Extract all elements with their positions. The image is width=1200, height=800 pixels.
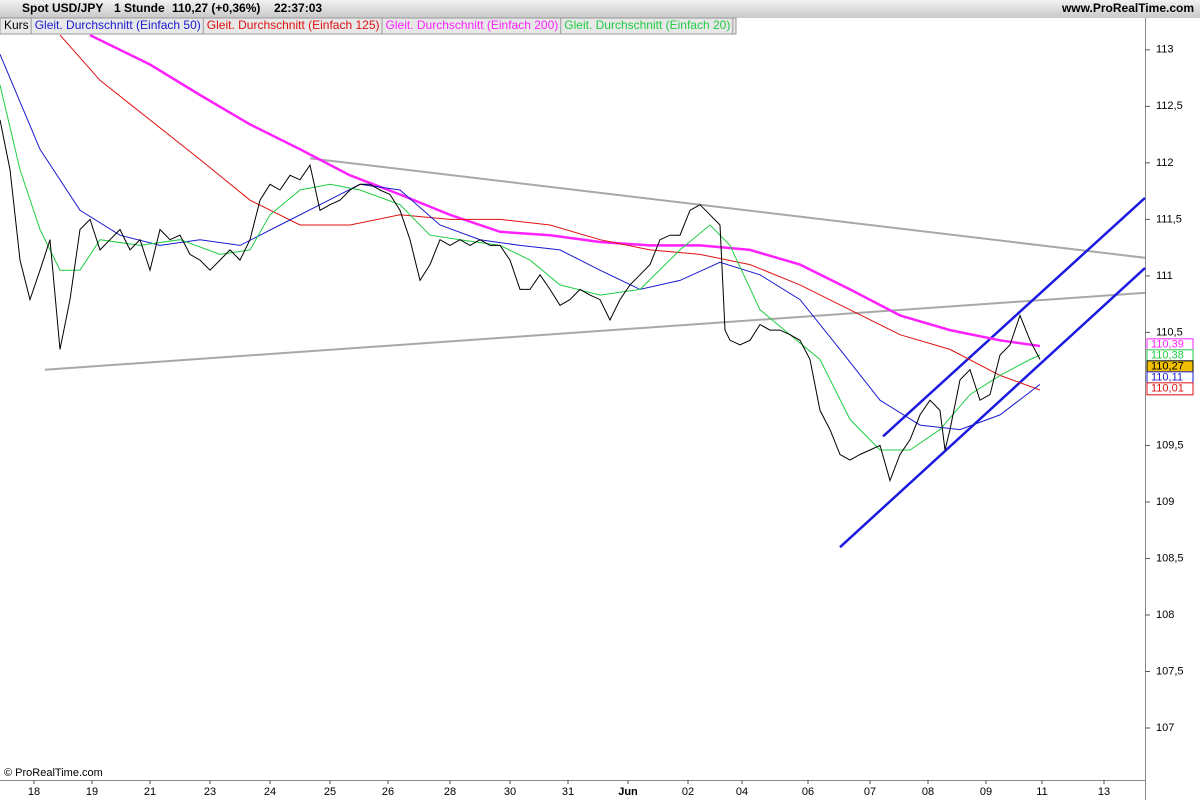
y-tick-label: 111 xyxy=(1156,270,1173,282)
y-tick-label: 107 xyxy=(1156,722,1174,734)
x-tick-label: 30 xyxy=(504,786,516,798)
legend-entry: Gleit. Durchschnitt (Einfach 125) xyxy=(207,18,380,32)
series-line xyxy=(89,33,1041,348)
x-tick-label: 08 xyxy=(922,786,934,798)
x-tick-label: 11 xyxy=(1036,786,1047,798)
x-tick-label: 19 xyxy=(86,786,98,798)
legend-entry: Gleit. Durchschnitt (Einfach 50) xyxy=(35,18,201,32)
x-tick-label: 04 xyxy=(736,786,748,798)
trendline xyxy=(44,291,1146,371)
legend-entry: Kurs xyxy=(4,18,29,32)
x-tick-label: 13 xyxy=(1098,786,1110,798)
x-tick-label: 24 xyxy=(264,786,276,798)
quote: 110,27 (+0,36%) xyxy=(172,1,260,15)
x-tick-label: 25 xyxy=(324,786,336,798)
header-bar xyxy=(0,0,1200,18)
y-tick-label: 110,5 xyxy=(1156,326,1183,338)
y-tick-label: 113 xyxy=(1156,44,1174,56)
y-tick-label: 112 xyxy=(1156,157,1174,169)
series-line xyxy=(0,84,1041,451)
x-tick-label: 28 xyxy=(444,786,456,798)
period: 1 Stunde xyxy=(114,1,165,15)
y-tick-label: 108,5 xyxy=(1156,552,1184,564)
legend-entry: Gleit. Durchschnitt (Einfach 200) xyxy=(386,18,559,32)
footer: © ProRealTime.com xyxy=(4,767,103,779)
series-line xyxy=(0,54,1041,431)
y-tick-label: 109,5 xyxy=(1156,439,1184,451)
series-line xyxy=(59,34,1041,391)
x-tick-label: 31 xyxy=(562,786,574,798)
price-label: 110,01 xyxy=(1151,383,1184,395)
x-tick-label: 23 xyxy=(204,786,216,798)
price-label: 110,38 xyxy=(1151,350,1184,362)
price-label: 110,39 xyxy=(1151,339,1184,351)
x-tick-label: 09 xyxy=(980,786,992,798)
x-tick-label: Jun xyxy=(618,786,638,798)
trendline xyxy=(839,267,1146,549)
y-tick-label: 107,5 xyxy=(1156,665,1184,677)
legend-entry: Gleit. Durchschnitt (Einfach 20) xyxy=(564,18,730,32)
legend-bar xyxy=(0,17,737,35)
site: www.ProRealTime.com xyxy=(1061,1,1194,15)
x-tick-label: 21 xyxy=(144,786,156,798)
trendline xyxy=(309,157,1146,259)
price-label: 110,27 xyxy=(1151,361,1184,373)
x-tick-label: 26 xyxy=(382,786,394,798)
x-tick-label: 02 xyxy=(682,786,694,798)
time: 22:37:03 xyxy=(274,1,322,15)
y-tick-label: 111,5 xyxy=(1156,213,1182,225)
series-line xyxy=(0,119,1041,483)
y-tick-label: 109 xyxy=(1156,496,1174,508)
x-tick-label: 07 xyxy=(864,786,876,798)
x-tick-label: 06 xyxy=(802,786,814,798)
price-label-box xyxy=(1146,382,1194,396)
trendline xyxy=(882,196,1146,438)
x-tick-label: 18 xyxy=(28,786,40,798)
y-tick-label: 112,5 xyxy=(1156,100,1183,112)
plot-area xyxy=(0,18,1145,780)
y-tick-label: 108 xyxy=(1156,609,1174,621)
price-label: 110,11 xyxy=(1151,372,1183,384)
instrument: Spot USD/JPY xyxy=(22,1,103,15)
